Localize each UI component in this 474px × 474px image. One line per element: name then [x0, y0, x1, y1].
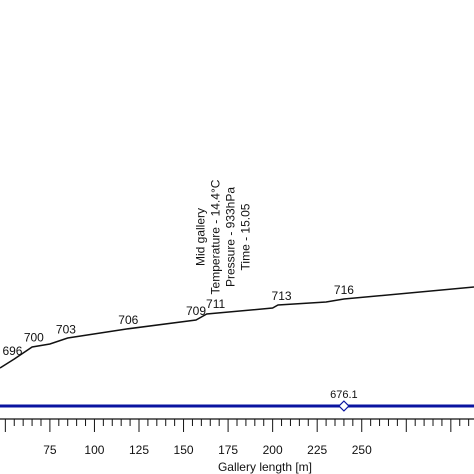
elevation-label: 706 [118, 313, 138, 327]
annotation-line: Pressure - 933hPa [224, 187, 238, 287]
elevation-profile-line [0, 286, 474, 369]
elevation-label: 716 [334, 283, 354, 297]
elevation-label: 700 [24, 331, 44, 345]
elevation-label: 703 [56, 323, 76, 337]
x-axis-title: Gallery length [m] [218, 460, 312, 474]
annotation-line: Mid gallery [194, 208, 208, 266]
reference-value-label: 676.1 [330, 389, 358, 401]
elevation-label: 713 [272, 289, 292, 303]
tick-label: 100 [84, 443, 104, 457]
x-axis-major-ticks [4, 419, 452, 432]
reference-marker [338, 400, 350, 412]
tick-label: 150 [174, 443, 194, 457]
tick-label: 125 [129, 443, 149, 457]
x-axis-tick-labels: 75 100 125 150 175 200 225 250 [43, 443, 372, 457]
elevation-label: 711 [206, 297, 225, 311]
elevation-label: 709 [186, 304, 206, 318]
tick-label: 75 [43, 443, 57, 457]
tick-label: 250 [352, 443, 372, 457]
tick-label: 225 [307, 443, 327, 457]
elevation-label: 696 [2, 344, 22, 358]
annotation-line: Temperature - 14.4°C [209, 179, 223, 294]
tick-label: 175 [218, 443, 238, 457]
tick-label: 200 [263, 443, 283, 457]
mid-gallery-annotation: Mid gallery Temperature - 14.4°C Pressure … [194, 179, 253, 294]
annotation-line: Time - 15.05 [239, 203, 253, 270]
x-axis-minor-ticks [13, 419, 470, 426]
